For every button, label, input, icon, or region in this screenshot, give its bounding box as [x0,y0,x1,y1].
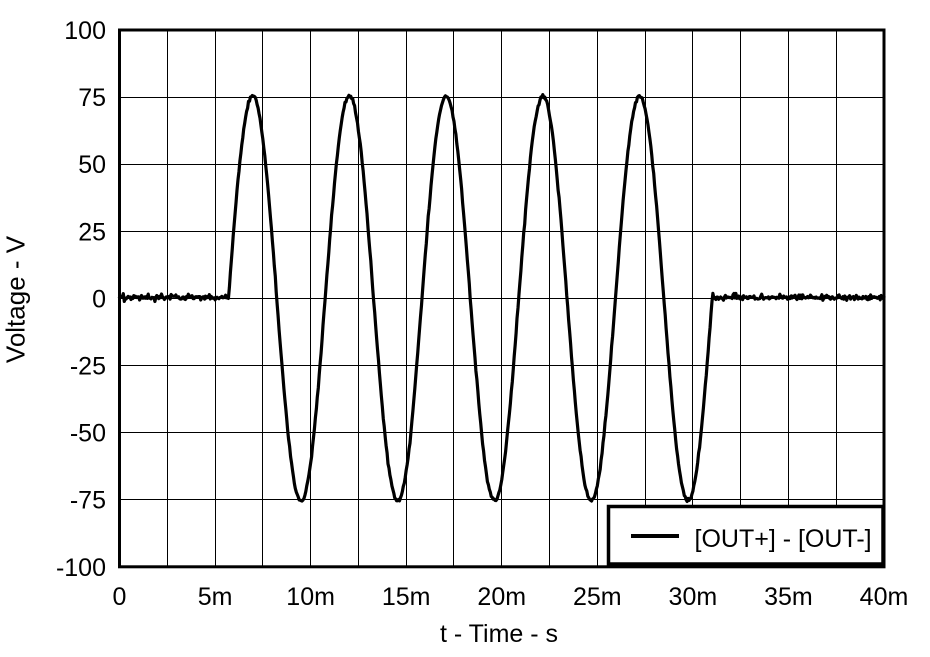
svg-text:-100: -100 [56,554,106,582]
svg-text:-75: -75 [70,487,106,515]
svg-text:[OUT+] - [OUT-]: [OUT+] - [OUT-] [695,525,872,553]
svg-text:Voltage - V: Voltage - V [1,235,31,363]
svg-text:100: 100 [64,17,106,45]
svg-text:30m: 30m [669,583,718,611]
svg-text:-50: -50 [70,420,106,448]
svg-text:35m: 35m [764,583,813,611]
svg-text:10m: 10m [286,583,335,611]
svg-text:5m: 5m [198,583,233,611]
svg-text:25: 25 [78,218,106,246]
svg-text:20m: 20m [477,583,526,611]
svg-text:t - Time - s: t - Time - s [440,620,558,648]
svg-text:0: 0 [113,583,127,611]
svg-text:50: 50 [78,151,106,179]
svg-text:0: 0 [92,285,106,313]
svg-text:75: 75 [78,84,106,112]
svg-text:-25: -25 [70,353,106,381]
svg-text:40m: 40m [860,583,909,611]
svg-text:25m: 25m [573,583,622,611]
svg-text:15m: 15m [382,583,431,611]
